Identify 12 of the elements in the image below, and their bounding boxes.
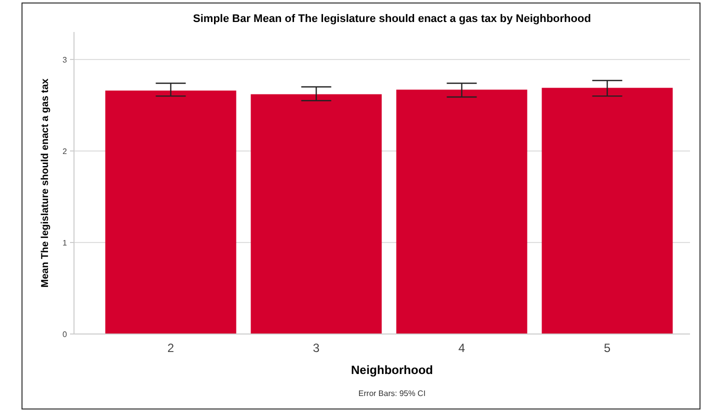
y-axis-title: Mean The legislature should enact a gas tax <box>40 78 51 288</box>
x-tick-label: 3 <box>312 341 320 355</box>
chart-title: Simple Bar Mean of The legislature should enact a gas tax by Neighborhood <box>193 13 591 25</box>
text: Error Bars: 95% CI <box>358 389 426 398</box>
y-tick-label: 3 <box>62 55 68 64</box>
x-tick-label: 2 <box>167 341 174 355</box>
y-tick-label: 2 <box>62 146 68 156</box>
y-tick-label: 1 <box>62 238 68 248</box>
x-tick-label: 4 <box>458 341 466 355</box>
y-tick-label: 0 <box>62 330 68 339</box>
x-tick-label: 5 <box>604 341 611 355</box>
x-axis-title: Neighborhood <box>351 363 433 377</box>
